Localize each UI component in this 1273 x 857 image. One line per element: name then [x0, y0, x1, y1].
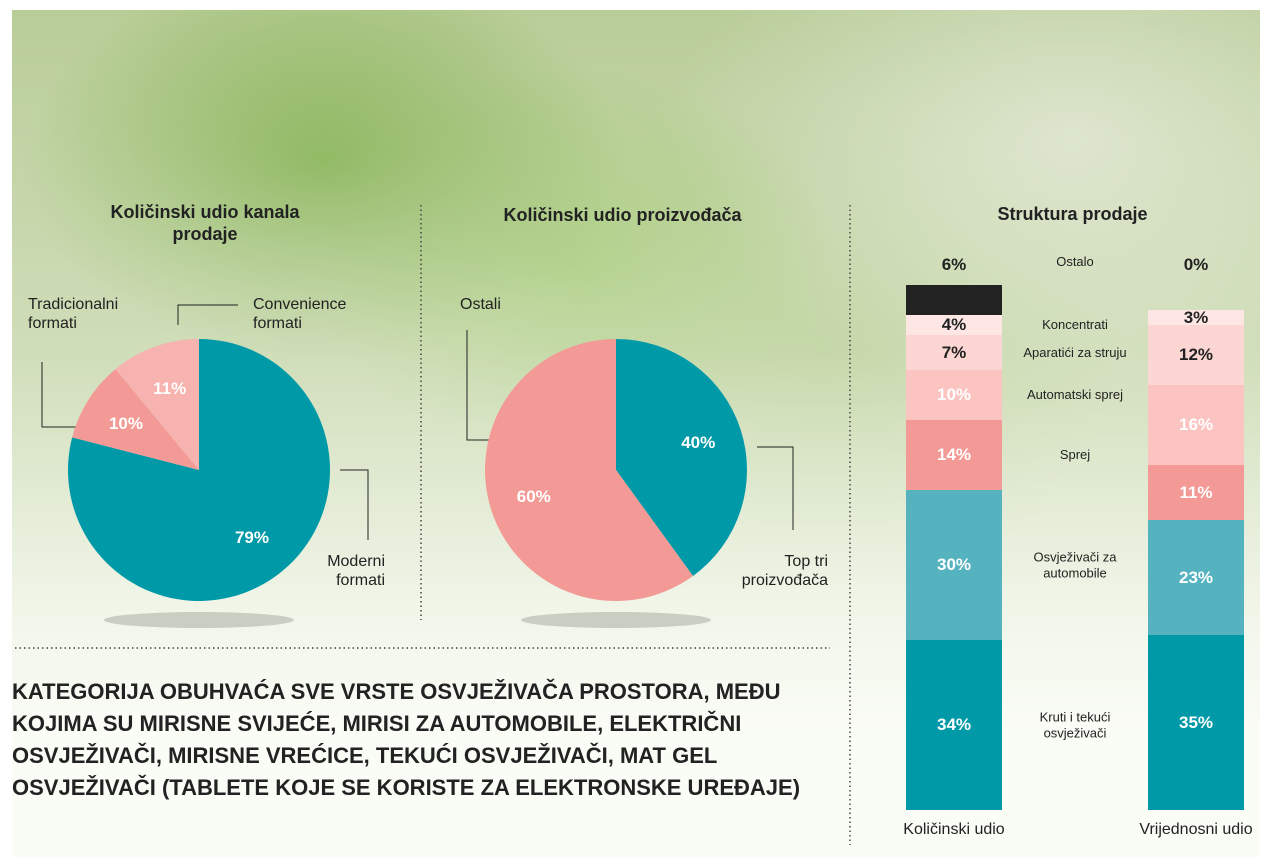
bar-segment	[906, 285, 1002, 315]
pie-slice	[115, 339, 199, 470]
value-label: 60%	[516, 486, 551, 506]
bar-segment	[906, 490, 1002, 640]
value-label: 10%	[936, 384, 972, 404]
series-name: Aparatići za struju	[1023, 344, 1127, 360]
value-label: 23%	[1178, 567, 1214, 587]
value-label: 40%	[681, 433, 716, 453]
value-label: 0%	[1183, 254, 1209, 274]
bar-segment	[906, 420, 1002, 490]
series-name: Sprej	[1059, 447, 1091, 463]
chart-title: Struktura prodaje	[997, 204, 1148, 224]
value-label: 4%	[941, 314, 967, 334]
series-name: Automatski sprej	[1026, 387, 1124, 403]
value-label: 30%	[936, 554, 972, 574]
value-label: 35%	[1178, 712, 1214, 732]
pie-slice	[616, 339, 747, 576]
value-label: 3%	[1183, 307, 1209, 327]
leader-line	[41, 362, 80, 428]
series-name: Ostalo	[1056, 254, 1094, 270]
value-label: 16%	[1178, 414, 1214, 434]
chart-title: Količinski udio proizvođača	[503, 205, 742, 225]
bar-segment	[906, 640, 1002, 810]
bar-segment	[1148, 310, 1244, 325]
value-label: 14%	[936, 444, 972, 464]
slice-label: Top tri proizvođača	[741, 553, 828, 590]
slice-label: Tradicionalni formati	[28, 296, 119, 333]
bar-segment	[1148, 385, 1244, 465]
leader-line	[757, 446, 794, 530]
series-name: Osvježivači za automobile	[1033, 549, 1117, 580]
slice-label: Ostali	[460, 296, 501, 313]
bar-segment	[1148, 325, 1244, 385]
value-label: 34%	[936, 714, 972, 734]
leader-line	[340, 469, 369, 540]
slice-label: Moderni formati	[327, 553, 385, 590]
bar-segment	[906, 335, 1002, 370]
category-label: Količinski udio	[903, 821, 1005, 838]
category-label: Vrijednosni udio	[1139, 821, 1253, 838]
bar-segment	[1148, 520, 1244, 635]
series-name: Kruti i tekući osvježivači	[1039, 709, 1111, 740]
value-label: 7%	[941, 342, 967, 362]
pie-slice	[484, 339, 693, 601]
pie-shadow	[104, 612, 294, 628]
value-label: 79%	[234, 528, 269, 548]
leader-line	[466, 330, 490, 441]
bar-segment	[1148, 465, 1244, 520]
caption: KATEGORIJA OBUHVAĆA SVE VRSTE OSVJEŽIVAČ…	[12, 679, 801, 800]
pie-slice	[72, 369, 199, 470]
pie-slice	[68, 339, 331, 602]
slice-label: Convenience formati	[253, 296, 347, 333]
bar-segment	[1148, 635, 1244, 810]
chart-title: Količinski udio kanala prodaje	[110, 202, 300, 244]
bar-segment	[906, 370, 1002, 420]
bar-segment	[906, 315, 1002, 335]
value-label: 10%	[108, 413, 143, 433]
value-label: 12%	[1178, 344, 1214, 364]
leader-line	[177, 304, 238, 325]
pie-shadow	[521, 612, 711, 628]
value-label: 6%	[941, 254, 967, 274]
series-name: Koncentrati	[1042, 317, 1108, 333]
value-label: 11%	[153, 378, 187, 398]
value-label: 11%	[1179, 482, 1213, 502]
